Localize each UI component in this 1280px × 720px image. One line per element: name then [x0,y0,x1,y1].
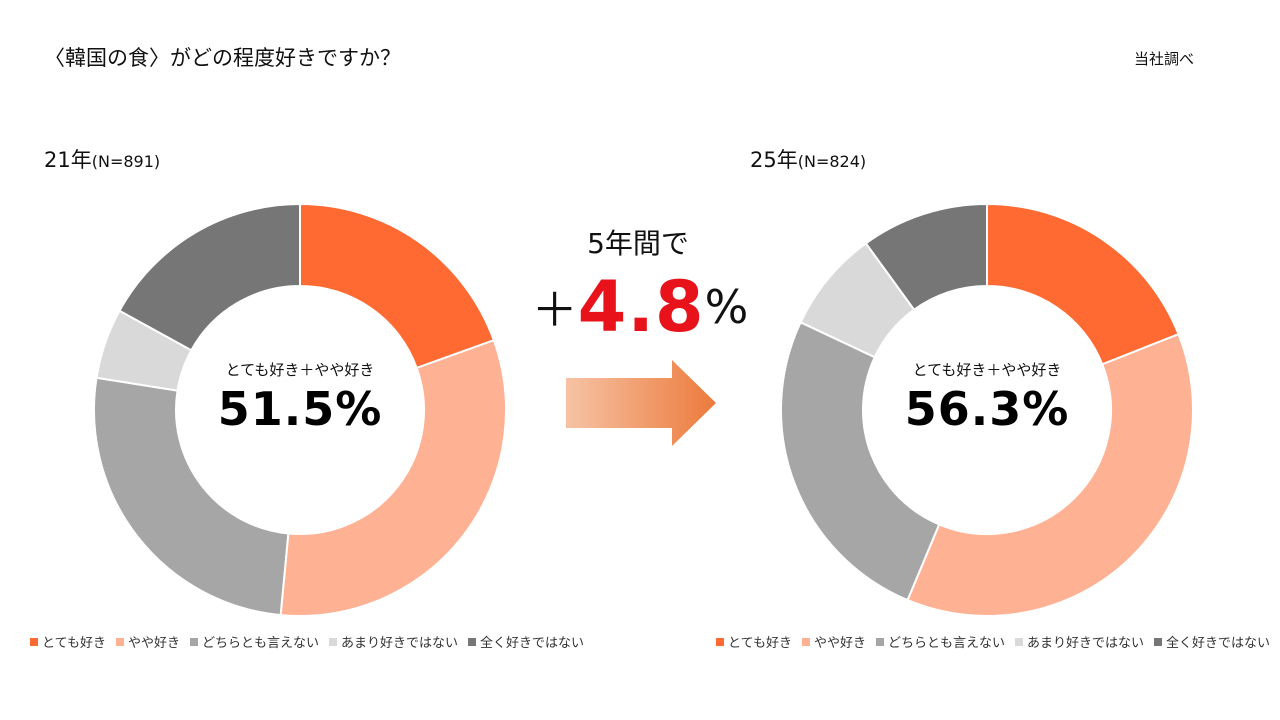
legend-label: やや好き [813,636,866,651]
legend-swatch [1015,637,1023,646]
legend-item-2021-5: 全く好きではない [468,632,584,651]
comparison-label: 5年間で [587,227,689,260]
chart-title: 〈韓国の食〉がどの程度好きですか？ [44,46,401,70]
right-arrow-icon [566,360,716,446]
donut-slice-2021-3 [93,376,290,617]
legend-item-2021-1: とても好き [30,632,106,651]
legend-swatch [468,637,477,646]
legend-label: どちらとも言えない [887,636,1005,651]
legend-label: あまり好きではない [1027,636,1145,651]
donut-chart-2025 [780,202,1194,617]
year-label-2025: 25年(N=824) [750,144,866,174]
center-value-2025: 56.3% [904,382,1070,436]
legend-swatch [115,637,124,646]
legend-label: 全く好きではない [1166,636,1271,651]
legend-swatch [875,637,884,646]
center-value-2021: 51.5% [217,382,383,436]
legend-item-2025-2: やや好き [801,632,866,651]
change-value: 4.8 [577,266,705,348]
legend-item-2021-4: あまり好きではない [329,632,458,651]
legend-item-2025-5: 全く好きではない [1154,632,1270,651]
donut-slice-2021-1 [299,202,496,370]
legend-swatch [329,637,337,646]
sample-size-2025: (N=824) [797,152,867,171]
legend-label: あまり好きではない [341,636,459,651]
legend-label: どちらとも言えない [201,636,319,651]
legend-swatch [716,637,724,646]
change-sign: ＋ [531,283,578,337]
year-text-2025: 25年 [750,148,798,172]
center-caption-2025: とても好き＋やや好き [912,361,1062,379]
year-label-2021: 21年(N=891) [44,144,160,174]
legend-swatch [801,637,810,646]
comparison-change: ＋4.8% [505,266,775,348]
donut-slice-2025-5 [864,202,988,312]
legend-label: 全く好きではない [480,636,585,651]
legend-label: とても好き [728,636,792,651]
center-caption-2021: とても好き＋やや好き [225,361,375,379]
legend-label: やや好き [127,636,180,651]
legend-item-2025-3: どちらとも言えない [875,632,1005,651]
donut-slice-2021-2 [279,338,507,617]
legend-label: とても好き [42,636,106,651]
change-unit: % [704,280,749,334]
legend-swatch [1154,637,1163,646]
donut-chart-2021 [93,202,507,617]
legend-swatch [30,637,38,646]
donut-slice-2025-2 [906,332,1194,617]
legend-item-2021-3: どちらとも言えない [189,632,319,651]
donut-slice-2025-3 [780,320,941,602]
legend-item-2025-4: あまり好きではない [1015,632,1144,651]
source-note: 当社調べ [1134,50,1195,68]
legend-item-2025-1: とても好き [716,632,792,651]
legend-2025: とても好き やや好き どちらとも言えない あまり好きではない 全く好きではない [716,632,1270,651]
donut-slice-2025-1 [986,202,1180,366]
donut-slice-2021-5 [118,202,301,352]
sample-size-2021: (N=891) [91,152,161,171]
legend-2021: とても好き やや好き どちらとも言えない あまり好きではない 全く好きではない [30,632,584,651]
legend-item-2021-2: やや好き [115,632,180,651]
year-text-2021: 21年 [44,148,92,172]
legend-swatch [189,637,198,646]
